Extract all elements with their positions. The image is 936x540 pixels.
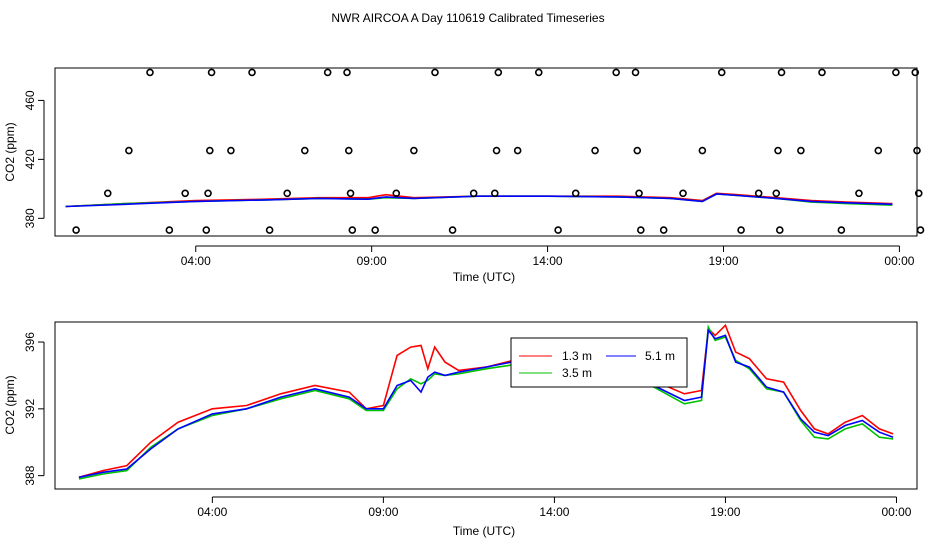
calibration-point-2 <box>125 146 133 155</box>
calibration-point-18 <box>346 189 355 198</box>
calibration-point-13 <box>283 189 292 198</box>
calibration-point-20 <box>371 226 379 234</box>
calibration-point-5 <box>181 189 189 198</box>
calibration-point-30 <box>534 68 543 77</box>
calibration-point-47 <box>775 226 784 234</box>
calibration-point-54 <box>892 68 900 77</box>
calibration-point-21 <box>392 189 401 198</box>
calibration-point-43 <box>737 226 745 234</box>
calibration-point-27 <box>492 146 501 155</box>
legend-label-1: 1.3 m <box>562 349 592 363</box>
calibration-point-15 <box>323 68 332 77</box>
top-y-tick-label-0: 380 <box>23 208 37 228</box>
calibration-point-35 <box>631 68 640 77</box>
calibration-point-49 <box>797 146 805 155</box>
calibration-point-45 <box>772 189 781 198</box>
calibration-point-52 <box>855 189 863 198</box>
top-x-tick-label-2: 14:00 <box>533 254 563 268</box>
calibration-point-14 <box>301 146 309 155</box>
calibration-point-22 <box>410 146 418 155</box>
calibration-point-28 <box>494 68 503 77</box>
calibration-point-19 <box>348 226 357 234</box>
calibration-point-17 <box>344 146 353 155</box>
bottom-x-tick-label-0: 04:00 <box>197 505 227 519</box>
top-series-5-1-m <box>65 193 893 208</box>
legend-label-3: 3.5 m <box>562 366 592 380</box>
bottom-xlabel: Time (UTC) <box>453 524 515 538</box>
bottom-panel-marks: 04:00 09:00 14:00 19:00 00:00 388 392 396 <box>23 323 912 519</box>
bottom-x-tick-label-4: 00:00 <box>881 505 911 519</box>
calibration-point-12 <box>265 226 274 234</box>
calibration-point-29 <box>513 146 522 155</box>
calibration-point-34 <box>612 68 620 77</box>
calibration-point-55 <box>911 68 920 77</box>
bottom-y-tick-label-2: 396 <box>23 332 37 352</box>
calibration-point-25 <box>469 189 478 198</box>
calibration-point-48 <box>777 68 786 77</box>
top-x-tick-label-1: 09:00 <box>357 254 387 268</box>
bottom-ylabel: CO2 (ppm) <box>3 375 17 434</box>
calibration-point-42 <box>717 68 726 77</box>
top-y-tick-label-1: 420 <box>23 149 37 169</box>
calibration-point-39 <box>659 226 668 234</box>
bottom-y-tick-label-0: 388 <box>23 465 37 485</box>
legend: 1.3 m 5.1 m 3.5 m <box>510 337 688 388</box>
calibration-point-33 <box>591 146 599 155</box>
bottom-series-5-1-m <box>78 328 894 479</box>
bottom-plot-frame <box>54 321 918 490</box>
calibration-point-16 <box>343 68 351 77</box>
calibration-point-23 <box>431 68 439 77</box>
calibration-point-6 <box>202 226 211 234</box>
calibration-point-41 <box>698 146 707 155</box>
calibration-point-0 <box>72 226 80 234</box>
calibration-point-1 <box>103 189 112 198</box>
calibration-point-3 <box>146 68 154 77</box>
calibration-point-40 <box>679 189 687 198</box>
chart-title: NWR AIRCOA A Day 110619 Calibrated Times… <box>331 11 604 25</box>
calibration-point-8 <box>206 146 214 155</box>
bottom-x-tick-label-3: 19:00 <box>710 505 740 519</box>
calibration-point-36 <box>633 146 642 155</box>
calibration-point-10 <box>227 146 235 155</box>
calibration-point-4 <box>165 226 174 234</box>
calibration-point-58 <box>916 226 925 234</box>
calibration-point-50 <box>818 68 826 77</box>
top-x-tick-label-4: 00:00 <box>884 254 914 268</box>
top-series-1-3-m <box>65 192 893 208</box>
bottom-x-tick-label-1: 09:00 <box>368 505 398 519</box>
top-panel-marks: 04:00 09:00 14:00 19:00 00:00 380 420 460 <box>23 68 925 268</box>
bottom-y-tick-label-1: 392 <box>23 399 37 419</box>
calibration-point-26 <box>490 189 499 198</box>
calibration-point-37 <box>635 189 643 198</box>
calibration-point-56 <box>913 146 921 155</box>
top-ylabel: CO2 (ppm) <box>3 122 17 181</box>
calibration-point-31 <box>554 226 562 234</box>
top-y-tick-label-2: 460 <box>23 90 37 110</box>
calibration-point-44 <box>754 189 763 198</box>
calibration-point-57 <box>914 189 923 198</box>
top-xlabel: Time (UTC) <box>453 270 515 284</box>
bottom-x-tick-label-2: 14:00 <box>539 505 569 519</box>
calibration-point-46 <box>774 146 782 155</box>
top-x-tick-label-3: 19:00 <box>708 254 738 268</box>
calibration-point-32 <box>571 189 580 198</box>
legend-box <box>510 337 688 388</box>
top-x-tick-label-0: 04:00 <box>181 254 211 268</box>
calibration-point-51 <box>837 226 846 234</box>
calibration-point-7 <box>204 189 212 198</box>
top-plot-frame <box>54 67 918 237</box>
calibration-point-53 <box>874 146 883 155</box>
bottom-series-1-3-m <box>78 323 894 479</box>
calibration-point-38 <box>637 226 645 234</box>
calibration-point-24 <box>448 226 457 234</box>
calibration-point-11 <box>248 68 256 77</box>
calibration-point-9 <box>207 68 216 77</box>
bottom-series-3-5-m <box>78 324 894 480</box>
legend-label-2: 5.1 m <box>645 349 675 363</box>
